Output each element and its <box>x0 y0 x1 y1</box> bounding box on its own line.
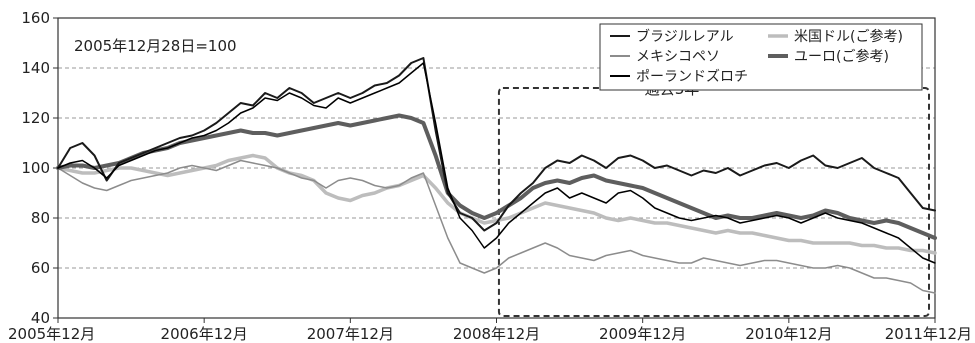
y-tick-label: 80 <box>31 209 50 227</box>
x-axis-ticks: 2005年12月 2006年12月 2007年12月 2008年12月 2009年12月… <box>8 318 972 343</box>
x-tick-label: 2005年12月 <box>8 325 95 343</box>
series-line-1 <box>57 159 936 294</box>
legend-label: ブラジルレアル <box>636 28 734 45</box>
x-tick-label: 2006年12月 <box>161 325 248 343</box>
x-tick-label: 2010年12月 <box>745 325 832 343</box>
legend-box <box>599 23 923 91</box>
legend-label: ポーランドズロチ <box>636 69 748 85</box>
y-tick-label: 160 <box>21 9 50 27</box>
y-tick-label: 60 <box>31 259 50 277</box>
x-tick-label: 2009年12月 <box>599 325 686 343</box>
index-base-annotation: 2005年12月28日=100 <box>74 37 237 55</box>
series-lines <box>56 57 937 294</box>
legend-label: ユーロ(ご参考) <box>794 48 889 65</box>
legend-label: メキシコペソ <box>636 49 720 65</box>
x-tick-label: 2007年12月 <box>307 325 394 343</box>
x-tick-label: 2008年12月 <box>453 325 540 343</box>
y-axis-ticks: 40 60 80 100 120 140 160 <box>21 9 58 327</box>
y-tick-label: 140 <box>21 59 50 77</box>
y-tick-label: 120 <box>21 109 50 127</box>
series-line-4 <box>56 113 937 240</box>
y-tick-label: 40 <box>31 309 50 327</box>
series-line-2 <box>57 62 936 264</box>
y-tick-label: 100 <box>21 159 50 177</box>
highlight-range-box <box>497 87 930 317</box>
series-line-0 <box>57 57 936 232</box>
legend-label: 米国ドル(ご参考) <box>794 28 903 45</box>
x-tick-label: 2011年12月 <box>885 325 972 343</box>
